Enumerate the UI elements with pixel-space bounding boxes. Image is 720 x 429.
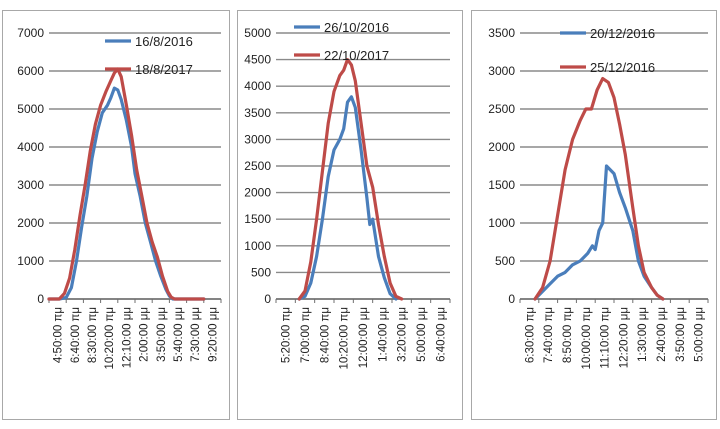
y-tick-label: 3500 — [244, 106, 271, 120]
y-tick-label: 1000 — [17, 254, 44, 268]
x-tick-label: 5:40:00 μμ — [173, 307, 185, 362]
y-tick-label: 7000 — [17, 26, 44, 40]
x-tick-label: 12:10:00 μμ — [121, 307, 133, 368]
x-tick-label: 6:40:00 πμ — [70, 307, 82, 363]
y-tick-label: 2000 — [488, 140, 515, 154]
x-tick-label: 2:40:00 μμ — [656, 307, 668, 362]
x-tick-label: 8:40:00 πμ — [319, 307, 331, 363]
y-tick-label: 500 — [251, 265, 271, 279]
x-tick-label: 8:30:00 πμ — [87, 307, 99, 363]
y-tick-label: 4000 — [17, 140, 44, 154]
x-tick-label: 10:20:00 πμ — [339, 307, 351, 370]
chart-panel-3: 0 500 1000 1500 2000 2500 3000 3500 6:30:00 πμ 7:… — [471, 10, 717, 420]
chart-panel-1: 0 1000 2000 3000 4000 5000 6000 7000 4:50:00 πμ 6… — [2, 10, 230, 420]
y-tick-label: 3000 — [488, 64, 515, 78]
x-tick-label: 1:30:00 μμ — [637, 307, 649, 362]
x-tick-label: 10:20:00 πμ — [104, 307, 116, 370]
legend-label: 26/10/2016 — [324, 20, 389, 35]
y-tick-label: 2000 — [17, 216, 44, 230]
series-line-1 — [297, 95, 398, 301]
legend-label: 22/10/2017 — [324, 48, 389, 63]
y-tick-label: 1000 — [244, 239, 271, 253]
y-tick-label: 1500 — [244, 212, 271, 226]
chart-3-svg: 0 500 1000 1500 2000 2500 3000 3500 6:30:00 πμ 7:… — [488, 26, 709, 370]
series-line-2 — [47, 67, 206, 301]
x-tick-label: 7:00:00 πμ — [300, 307, 312, 363]
y-tick-label: 4000 — [244, 79, 271, 93]
x-tick-label: 4:50:00 πμ — [53, 307, 65, 363]
x-tick-label: 12:00:00 μμ — [358, 307, 370, 368]
x-tick-label: 12:20:00 μμ — [618, 307, 630, 368]
legend-label: 20/12/2016 — [590, 26, 655, 41]
x-tick-label: 7:30:00 μμ — [190, 307, 202, 362]
legend-label: 18/8/2017 — [135, 62, 193, 77]
x-tick-label: 11:10:00 πμ — [600, 307, 612, 369]
series-line-1 — [47, 86, 206, 301]
x-tick-label: 6:30:00 πμ — [524, 307, 536, 363]
x-tick-label: 5:00:00 μμ — [416, 307, 428, 362]
x-tick-label: 7:40:00 πμ — [543, 307, 555, 363]
x-tick-label: 9:20:00 μμ — [207, 307, 219, 362]
y-tick-label: 0 — [508, 292, 515, 306]
x-tick-label: 3:50:00 μμ — [156, 307, 168, 362]
x-tick-label: 10:00:00 πμ — [581, 307, 593, 370]
series-line-2 — [533, 76, 665, 301]
chart-panel-2: 0 500 1000 1500 2000 2500 3000 3500 4000 4500 5000… — [237, 10, 463, 420]
y-tick-label: 1000 — [488, 216, 515, 230]
x-tick-label: 3:50:00 μμ — [675, 307, 687, 362]
y-tick-label: 2000 — [244, 186, 271, 200]
x-tick-label: 5:00:00 μμ — [694, 307, 706, 362]
series-line-2 — [297, 57, 404, 301]
x-tick-label: 1:40:00 μμ — [377, 307, 389, 362]
legend-label: 16/8/2016 — [135, 34, 193, 49]
x-tick-label: 6:40:00 μμ — [435, 307, 447, 362]
y-tick-label: 6000 — [17, 64, 44, 78]
y-tick-label: 0 — [37, 292, 44, 306]
x-tick-label: 5:20:00 πμ — [281, 307, 293, 363]
y-tick-label: 3000 — [17, 178, 44, 192]
legend-label: 25/12/2016 — [590, 60, 655, 75]
series-line-1 — [533, 164, 665, 301]
chart-2-svg: 0 500 1000 1500 2000 2500 3000 3500 4000 4500 5000… — [244, 20, 451, 370]
y-tick-label: 3500 — [488, 26, 515, 40]
x-tick-label: 8:50:00 πμ — [562, 307, 574, 363]
y-tick-label: 500 — [495, 254, 515, 268]
y-tick-label: 1500 — [488, 178, 515, 192]
y-tick-label: 4500 — [244, 53, 271, 67]
y-tick-label: 5000 — [244, 26, 271, 40]
y-tick-label: 3000 — [244, 132, 271, 146]
chart-1-svg: 0 1000 2000 3000 4000 5000 6000 7000 4:50:00 πμ 6… — [17, 26, 222, 370]
x-tick-label: 2:00:00 μμ — [139, 307, 151, 362]
y-tick-label: 2500 — [488, 102, 515, 116]
y-tick-label: 2500 — [244, 159, 271, 173]
x-tick-label: 3:20:00 μμ — [397, 307, 409, 362]
y-tick-label: 5000 — [17, 102, 44, 116]
y-tick-label: 0 — [264, 292, 271, 306]
